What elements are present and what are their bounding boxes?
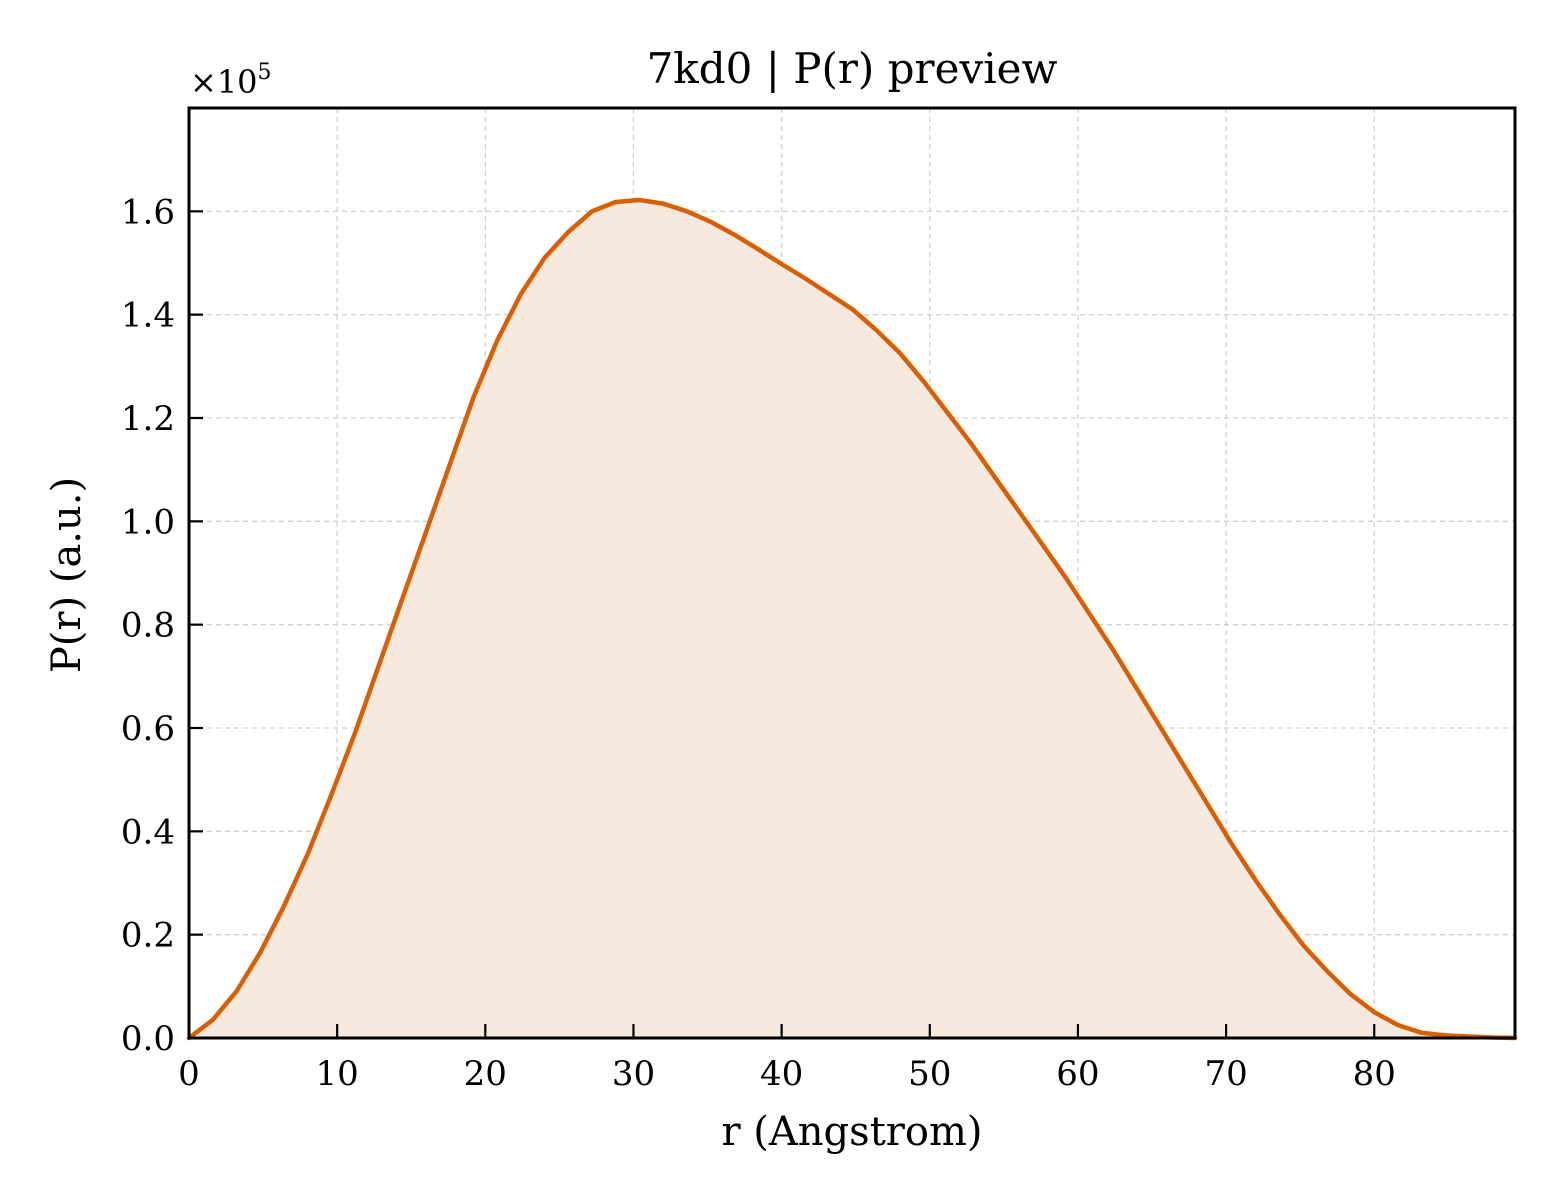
y-tick-label: 0.8: [121, 606, 175, 646]
x-tick-label: 40: [760, 1054, 803, 1094]
tick-layer: 0 10 20 30 40 50 60 70 80 0.0 0.2 0.4 0.6 0.8 1.0 1.2 1.…: [121, 192, 1396, 1094]
x-tick-label: 0: [178, 1054, 200, 1094]
plot-frame: [187, 106, 1517, 1040]
x-tick-label: 80: [1353, 1054, 1396, 1094]
series-area-fill: [189, 200, 1515, 1038]
series-line: [186, 197, 1518, 1041]
y-tick-label: 0.2: [121, 916, 175, 956]
y-multiplier-base: ×10: [190, 63, 258, 101]
y-axis-label: P(r) (a.u.): [44, 477, 90, 673]
y-tick-label: 1.0: [121, 502, 175, 542]
y-tick-label: 1.2: [121, 399, 175, 439]
y-tick-label: 1.4: [121, 296, 175, 336]
x-tick-label: 50: [908, 1054, 951, 1094]
x-tick-label: 70: [1204, 1054, 1247, 1094]
y-tick-label: 0.4: [121, 812, 175, 852]
y-tick-label: 0.6: [121, 709, 175, 749]
chart-title: 7kd0 | P(r) preview: [647, 44, 1058, 93]
x-tick-label: 10: [316, 1054, 359, 1094]
x-tick-label: 30: [612, 1054, 655, 1094]
y-multiplier-label: ×105: [190, 60, 272, 101]
y-multiplier-exponent: 5: [258, 60, 272, 85]
x-axis-label: r (Angstrom): [721, 1109, 982, 1155]
x-tick-label: 20: [464, 1054, 507, 1094]
y-tick-label: 1.6: [121, 192, 175, 232]
x-tick-label: 60: [1056, 1054, 1099, 1094]
y-tick-label: 0.0: [121, 1019, 175, 1059]
